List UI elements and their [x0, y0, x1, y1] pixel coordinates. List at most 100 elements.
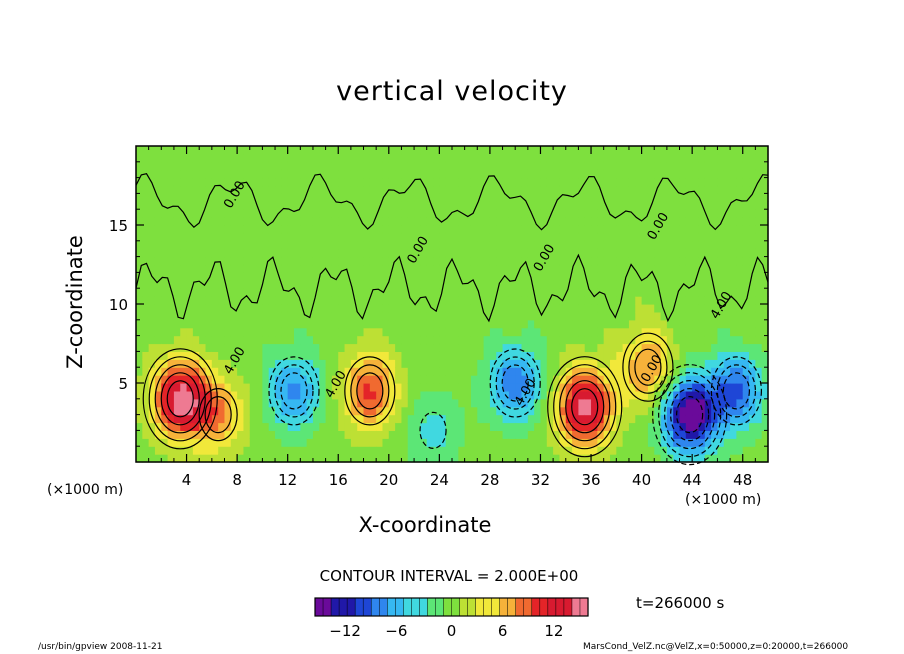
heatmap-cell	[445, 280, 453, 289]
heatmap-cell	[622, 454, 630, 463]
heatmap-cell	[306, 438, 314, 447]
heatmap-cell	[357, 161, 365, 171]
heatmap-cell	[395, 232, 403, 242]
heatmap-cell	[407, 264, 415, 273]
heatmap-cell	[464, 414, 472, 424]
heatmap-cell	[452, 319, 459, 329]
heatmap-cell	[534, 383, 542, 392]
heatmap-cell	[489, 327, 497, 337]
heatmap-cell	[161, 217, 169, 226]
heatmap-cell	[306, 414, 314, 424]
heatmap-cell	[483, 280, 491, 289]
colorbar-swatch	[539, 597, 549, 617]
heatmap-cell	[186, 296, 194, 305]
heatmap-cell	[382, 256, 390, 266]
heatmap-cell	[338, 383, 346, 392]
heatmap-cell	[742, 422, 750, 431]
heatmap-cell	[628, 454, 636, 463]
heatmap-cell	[154, 225, 162, 234]
heatmap-cell	[268, 153, 276, 163]
heatmap-cell	[205, 296, 213, 305]
heatmap-cell	[584, 422, 592, 431]
heatmap-cell	[407, 225, 415, 234]
heatmap-cell	[268, 438, 276, 447]
heatmap-cell	[369, 430, 377, 439]
contour-interval-text: CONTOUR INTERVAL = 2.000E+00	[319, 567, 579, 585]
heatmap-cell	[211, 272, 219, 281]
heatmap-cell	[736, 414, 744, 424]
heatmap-cell	[395, 359, 403, 368]
heatmap-cell	[749, 217, 756, 226]
footer-right: MarsCond_VelZ.nc@VelZ,x=0:50000,z=0:2000…	[583, 642, 849, 652]
heatmap-cell	[433, 359, 440, 368]
heatmap-cell	[426, 193, 434, 202]
heatmap-cell	[275, 146, 282, 155]
heatmap-cell	[136, 335, 143, 345]
heatmap-cell	[445, 161, 453, 171]
heatmap-cell	[407, 383, 415, 392]
heatmap-cell	[294, 288, 301, 297]
heatmap-cell	[515, 240, 523, 250]
heatmap-cell	[496, 375, 504, 384]
heatmap-cell	[527, 304, 535, 313]
heatmap-cell	[641, 232, 649, 242]
heatmap-cell	[439, 446, 447, 455]
heatmap-cell	[591, 343, 598, 352]
heatmap-cell	[300, 225, 308, 234]
heatmap-cell	[692, 359, 700, 368]
heatmap-cell	[243, 248, 251, 258]
heatmap-cell	[439, 169, 447, 179]
heatmap-cell	[641, 201, 649, 210]
heatmap-cell	[192, 398, 200, 408]
heatmap-cell	[161, 438, 169, 447]
heatmap-cell	[294, 319, 301, 329]
heatmap-cell	[515, 232, 523, 242]
heatmap-cell	[281, 232, 289, 242]
heatmap-cell	[666, 335, 674, 345]
heatmap-cell	[711, 304, 719, 313]
heatmap-cell	[578, 327, 586, 337]
heatmap-cell	[230, 264, 238, 273]
heatmap-cell	[401, 406, 409, 416]
heatmap-cell	[275, 304, 282, 313]
heatmap-cell	[414, 351, 421, 360]
heatmap-cell	[136, 256, 143, 266]
heatmap-cell	[414, 446, 421, 455]
heatmap-cell	[521, 146, 529, 155]
heatmap-cell	[584, 217, 592, 226]
heatmap-cell	[300, 153, 308, 163]
heatmap-cell	[647, 359, 655, 368]
heatmap-cell	[445, 264, 453, 273]
heatmap-cell	[306, 256, 314, 266]
heatmap-cell	[616, 209, 624, 218]
heatmap-cell	[281, 359, 289, 368]
heatmap-cell	[319, 209, 327, 218]
heatmap-cell	[603, 438, 611, 447]
heatmap-cell	[553, 359, 561, 368]
heatmap-cell	[470, 185, 478, 194]
heatmap-cell	[167, 343, 175, 352]
heatmap-cell	[237, 264, 245, 273]
heatmap-cell	[262, 398, 270, 408]
heatmap-cell	[388, 169, 396, 179]
heatmap-cell	[704, 398, 712, 408]
heatmap-cell	[458, 161, 466, 171]
heatmap-cell	[344, 225, 352, 234]
heatmap-cell	[237, 232, 245, 242]
contour-line	[356, 372, 384, 410]
heatmap-cell	[508, 153, 516, 163]
heatmap-cell	[565, 430, 573, 439]
heatmap-cell	[224, 383, 232, 392]
heatmap-cell	[540, 351, 548, 360]
heatmap-cell	[331, 454, 339, 463]
heatmap-cell	[508, 248, 516, 258]
heatmap-cell	[458, 146, 466, 155]
heatmap-cell	[496, 311, 504, 321]
heatmap-cell	[186, 304, 194, 313]
heatmap-cell	[508, 375, 516, 384]
heatmap-cell	[742, 367, 750, 376]
heatmap-cell	[704, 335, 712, 345]
heatmap-cell	[508, 446, 516, 455]
heatmap-cell	[749, 383, 756, 392]
heatmap-cell	[376, 406, 384, 416]
